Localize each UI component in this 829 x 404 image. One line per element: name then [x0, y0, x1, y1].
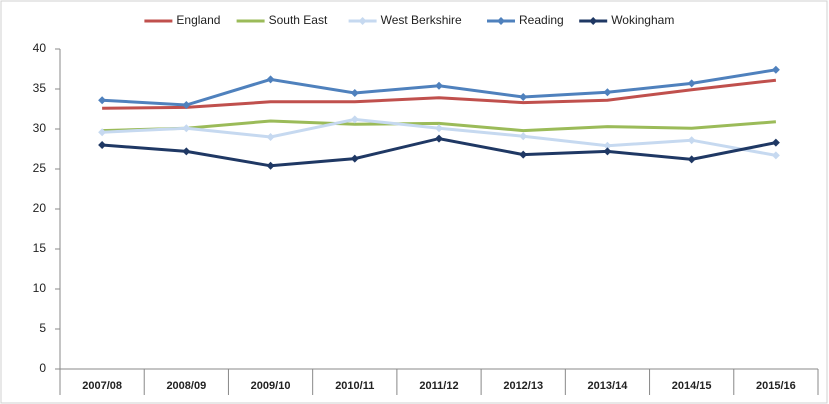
point-marker	[771, 151, 780, 160]
y-tick-label: 5	[39, 321, 46, 335]
point-marker	[603, 147, 612, 156]
point-marker	[687, 79, 696, 88]
point-marker	[687, 155, 696, 164]
point-marker	[519, 132, 528, 141]
x-tick-label: 2009/10	[251, 380, 291, 392]
x-tick-label: 2007/08	[82, 380, 122, 392]
point-marker	[771, 138, 780, 147]
y-tick-label: 0	[39, 361, 46, 375]
y-tick-label: 40	[33, 41, 47, 55]
legend-label: Wokingham	[611, 13, 674, 27]
legend-label: South East	[269, 13, 328, 27]
point-marker	[98, 128, 107, 137]
point-marker	[98, 96, 107, 105]
point-marker	[350, 89, 359, 97]
point-marker	[519, 93, 528, 101]
x-tick-label: 2014/15	[672, 380, 712, 392]
point-marker	[182, 147, 191, 156]
y-tick-label: 15	[33, 241, 47, 255]
point-marker	[266, 133, 275, 141]
x-tick-label: 2015/16	[756, 380, 796, 392]
x-tick-label: 2012/13	[503, 380, 543, 392]
y-tick-label: 10	[33, 281, 47, 295]
y-tick-label: 30	[33, 121, 47, 135]
point-marker	[435, 81, 443, 90]
point-marker	[519, 150, 528, 159]
legend-marker	[358, 17, 367, 25]
point-marker	[350, 115, 359, 124]
x-tick-label: 2008/09	[166, 380, 206, 392]
x-tick-label: 2010/11	[335, 380, 374, 392]
series-line	[102, 78, 777, 110]
y-tick-label: 35	[33, 81, 47, 95]
legend-label: West Berkshire	[381, 13, 462, 27]
legend-label: England	[176, 13, 220, 27]
point-marker	[98, 141, 107, 149]
series-line	[102, 119, 777, 133]
point-marker	[603, 141, 612, 150]
legend-label: Reading	[519, 13, 564, 27]
x-tick-label: 2013/14	[588, 380, 629, 392]
x-tick-label: 2011/12	[419, 380, 458, 392]
point-marker	[182, 124, 191, 133]
legend-marker	[497, 17, 505, 25]
point-marker	[771, 65, 780, 74]
point-marker	[435, 124, 443, 133]
point-marker	[603, 88, 612, 97]
y-tick-label: 20	[33, 201, 47, 215]
point-marker	[182, 101, 191, 109]
point-marker	[350, 154, 359, 163]
legend-marker	[589, 17, 598, 25]
point-marker	[435, 134, 443, 143]
point-marker	[687, 136, 696, 145]
point-marker	[266, 161, 275, 170]
point-marker	[266, 75, 275, 84]
y-tick-label: 25	[33, 161, 47, 175]
